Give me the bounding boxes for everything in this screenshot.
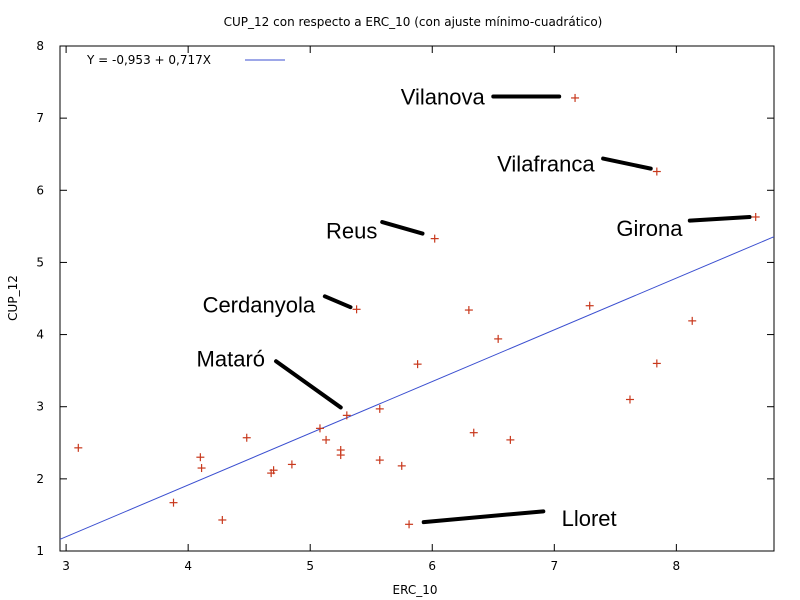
data-point	[342, 411, 351, 420]
y-tick-label: 3	[36, 400, 44, 414]
y-axis-label: CUP_12	[6, 275, 20, 321]
annotation-line	[687, 214, 752, 223]
x-tick-label: 6	[428, 559, 436, 573]
y-tick-label: 8	[36, 39, 44, 53]
x-tick-label: 7	[550, 559, 558, 573]
data-point	[751, 212, 760, 221]
annotation-label: Girona	[616, 216, 683, 241]
annotation-label: Cerdanyola	[203, 292, 316, 317]
data-point	[336, 446, 345, 454]
data-point	[197, 464, 206, 473]
y-tick-label: 5	[36, 255, 44, 269]
annotation-line	[274, 359, 343, 410]
data-point	[375, 456, 384, 465]
data-point	[405, 520, 414, 529]
legend-label: Y = -0,953 + 0,717X	[86, 53, 211, 67]
annotation-label: Lloret	[562, 506, 617, 531]
data-point	[494, 334, 503, 343]
data-point	[464, 306, 473, 315]
annotation-label: Vilanova	[401, 85, 486, 110]
annotations: Vilanova Vilafranca Reus Girona Cerdanyola Ma…	[197, 85, 752, 531]
annotation-label: Mataró	[197, 346, 265, 371]
fit-line	[59, 236, 775, 540]
y-axis: 1 2 3 4 5 6 7 8	[36, 39, 774, 558]
y-tick-label: 4	[36, 328, 44, 342]
data-point	[322, 435, 331, 444]
data-point	[242, 433, 251, 442]
data-points	[74, 93, 760, 529]
data-point	[74, 443, 83, 452]
data-point	[652, 359, 661, 368]
y-tick-label: 6	[36, 183, 44, 197]
data-point	[506, 435, 515, 444]
data-point	[169, 498, 178, 507]
data-point	[352, 305, 361, 314]
y-tick-label: 1	[36, 544, 44, 558]
data-point	[315, 424, 324, 433]
y-tick-label: 7	[36, 111, 44, 125]
x-axis: 3 4 5 6 7 8	[62, 46, 680, 573]
data-point	[469, 428, 478, 437]
data-point	[287, 460, 296, 469]
data-point	[430, 234, 439, 243]
chart-title: CUP_12 con respecto a ERC_10 (con ajuste…	[224, 15, 603, 29]
data-point	[413, 360, 422, 369]
data-point	[625, 395, 634, 404]
x-axis-label: ERC_10	[393, 583, 438, 597]
annotation-line	[380, 220, 425, 236]
x-tick-label: 3	[62, 559, 70, 573]
data-point	[375, 404, 384, 413]
data-point	[269, 466, 278, 475]
y-tick-label: 2	[36, 472, 44, 486]
data-point	[571, 93, 580, 102]
data-point	[397, 461, 406, 470]
x-tick-label: 5	[306, 559, 314, 573]
annotation-label: Reus	[326, 219, 377, 244]
plot-frame	[59, 45, 775, 552]
annotation-line	[601, 156, 653, 171]
data-point	[196, 453, 205, 462]
data-point	[585, 301, 594, 310]
data-point	[652, 167, 661, 176]
annotation-line	[322, 294, 353, 310]
annotation-label: Vilafranca	[497, 152, 595, 177]
fit-line-group	[59, 236, 775, 540]
legend: Y = -0,953 + 0,717X	[86, 53, 285, 67]
data-point	[688, 316, 697, 325]
annotation-line	[421, 509, 546, 525]
data-point	[218, 515, 227, 524]
x-tick-label: 8	[673, 559, 681, 573]
x-tick-label: 4	[184, 559, 192, 573]
